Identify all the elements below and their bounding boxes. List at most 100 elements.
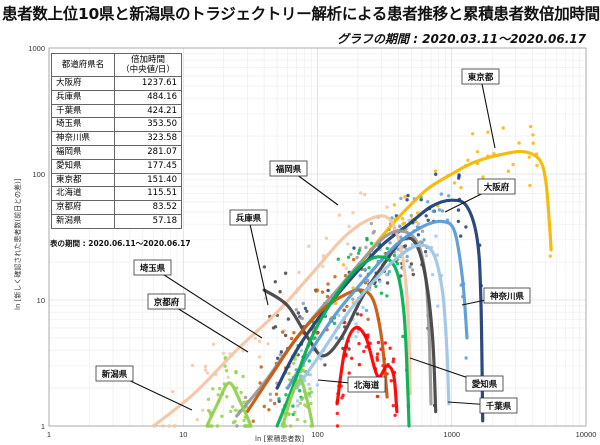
- scatter-point: [295, 399, 300, 403]
- scatter-point: [528, 124, 533, 129]
- scatter-point: [283, 271, 288, 275]
- table-value: 424.21: [114, 103, 182, 119]
- scatter-point: [341, 263, 346, 267]
- table-row: 北海道 115.51: [51, 186, 182, 202]
- scatter-point: [464, 356, 468, 360]
- callout-leader: [166, 301, 249, 353]
- table-row: 千葉県 424.21: [51, 103, 182, 119]
- scatter-point: [215, 424, 220, 428]
- scatter-point: [355, 312, 360, 316]
- y-tick-label: 100: [32, 170, 45, 179]
- scatter-point: [431, 272, 435, 277]
- scatter-point: [399, 235, 403, 239]
- scatter-point: [284, 393, 288, 397]
- scatter-point: [416, 233, 421, 237]
- series-line: [295, 243, 451, 406]
- scatter-point: [385, 246, 389, 251]
- scatter-point: [405, 254, 409, 259]
- scatter-point: [201, 408, 205, 412]
- scatter-point: [293, 410, 297, 414]
- callout-box: [147, 293, 186, 310]
- scatter-point: [355, 255, 359, 260]
- callout-label: 新潟県: [102, 369, 128, 380]
- scatter-point: [466, 158, 470, 162]
- scatter-point: [456, 219, 461, 224]
- scatter-point: [347, 347, 351, 351]
- scatter-point: [298, 389, 302, 393]
- scatter-point: [301, 396, 305, 400]
- series-line: [286, 219, 469, 390]
- scatter-point: [436, 304, 440, 308]
- table-value: 177.45: [114, 158, 182, 174]
- table-value: 1237.61: [114, 76, 182, 91]
- table-value: 151.40: [114, 172, 182, 188]
- scatter-point: [388, 346, 392, 350]
- scatter-point: [452, 181, 457, 185]
- scatter-point: [387, 270, 392, 274]
- table-header-value-line1: 倍加時間: [130, 55, 165, 65]
- callout-box: [95, 365, 134, 382]
- scatter-point: [395, 261, 400, 266]
- scatter-point: [389, 379, 393, 383]
- scatter-point: [374, 284, 378, 289]
- scatter-point: [422, 238, 426, 242]
- scatter-point: [385, 294, 389, 298]
- scatter-point: [218, 386, 222, 391]
- scatter-point: [242, 418, 246, 423]
- scatter-point: [321, 264, 325, 268]
- scatter-point: [352, 246, 356, 250]
- scatter-point: [459, 186, 463, 190]
- scatter-point: [281, 330, 285, 334]
- scatter-point: [401, 222, 405, 226]
- scatter-point: [435, 253, 439, 257]
- table-value: 353.50: [114, 117, 182, 133]
- scatter-point: [385, 273, 389, 277]
- scatter-point: [203, 368, 208, 372]
- scatter-point: [364, 245, 368, 250]
- scatter-point: [287, 412, 291, 416]
- scatter-point: [506, 169, 510, 173]
- scatter-point: [388, 241, 392, 245]
- scatter-point: [337, 213, 341, 217]
- scatter-point: [173, 424, 177, 428]
- scatter-point: [419, 197, 423, 202]
- scatter-point: [336, 257, 340, 261]
- callout-box: [269, 160, 308, 177]
- scatter-point: [262, 265, 267, 269]
- scatter-point: [416, 222, 421, 226]
- series-lines: [151, 149, 553, 428]
- scatter-point: [233, 408, 238, 412]
- scatter-point: [346, 255, 351, 259]
- scatter-point: [286, 317, 291, 321]
- callout-label: 愛知県: [472, 379, 498, 390]
- scatter-point: [342, 308, 346, 312]
- scatter-point: [362, 349, 366, 354]
- scatter-point: [357, 248, 362, 253]
- scatter-point: [358, 274, 362, 278]
- scatter-point: [456, 208, 461, 212]
- scatter-point: [367, 266, 371, 270]
- scatter-point: [314, 289, 318, 293]
- scatter-point: [251, 419, 255, 423]
- scatter-point: [471, 132, 475, 136]
- table-header-value-line2: （中央値/日）: [121, 65, 175, 75]
- scatter-point: [424, 254, 429, 258]
- plot-frame: [48, 47, 587, 427]
- scatter-point: [171, 390, 175, 394]
- scatter-point: [235, 424, 239, 428]
- series-line: [281, 378, 315, 428]
- scatter-point: [308, 373, 312, 377]
- scatter-point: [283, 424, 288, 428]
- scatter-point: [283, 333, 288, 338]
- scatter-point: [220, 414, 224, 418]
- scatter-point: [517, 141, 521, 145]
- scatter-point: [409, 262, 414, 266]
- scatter-point: [291, 404, 295, 408]
- scatter-point: [357, 362, 362, 367]
- scatter-point: [475, 150, 480, 154]
- scatter-point: [257, 339, 262, 344]
- scatter-point: [319, 357, 323, 361]
- table-header-pref: 都道府県名: [51, 53, 115, 77]
- scatter-point: [459, 234, 463, 238]
- scatter-point: [279, 350, 284, 354]
